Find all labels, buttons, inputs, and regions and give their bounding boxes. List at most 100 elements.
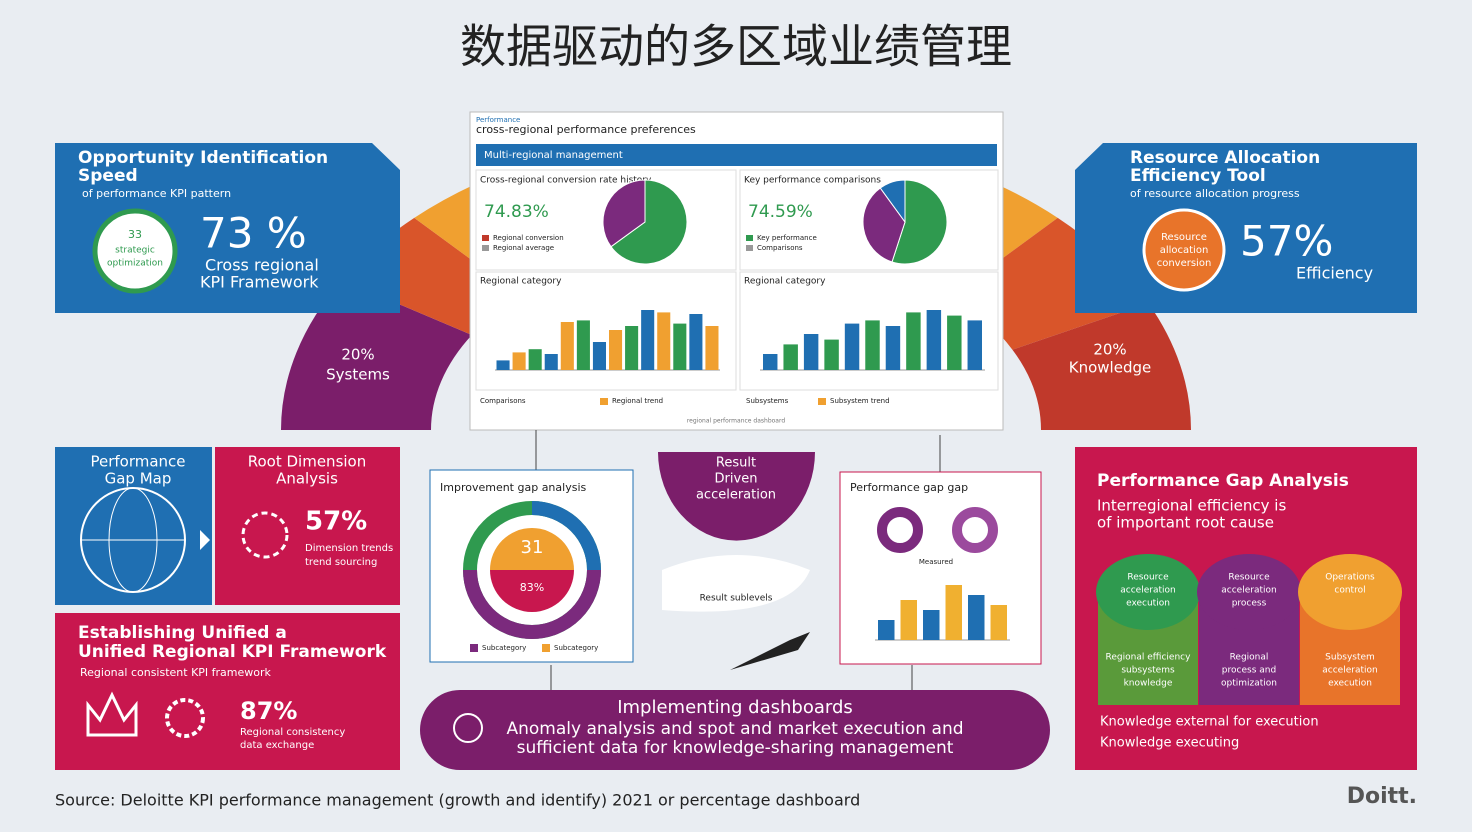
panel-title: Regional category — [744, 277, 826, 287]
circle-text: acceleration — [1221, 586, 1276, 596]
bar — [885, 326, 901, 370]
card-title: Opportunity Identification — [78, 148, 328, 168]
card-title: Establishing Unified a — [78, 623, 287, 643]
circle-text: execution — [1126, 599, 1170, 609]
card-subtitle: of resource allocation progress — [1130, 187, 1300, 200]
result-badge — [658, 452, 815, 541]
bar — [824, 339, 839, 370]
badge-text: acceleration — [696, 488, 776, 503]
card-text: trend sourcing — [305, 557, 377, 568]
bullet: Knowledge executing — [1100, 736, 1239, 751]
legend-text: Regional average — [493, 244, 554, 252]
legend-swatch — [818, 398, 826, 405]
banner-text: Anomaly analysis and spot and market exe… — [506, 719, 963, 739]
caption: Result sublevels — [700, 594, 773, 604]
bar — [900, 600, 917, 640]
card-title: Improvement gap analysis — [440, 481, 587, 494]
caption: KPI Framework — [200, 273, 319, 292]
circle — [92, 208, 178, 294]
bar — [609, 330, 623, 370]
panel-footer: Comparisons — [480, 397, 526, 405]
circle-text: strategic — [115, 246, 155, 256]
bar — [689, 314, 703, 370]
kpi-value: 87% — [240, 697, 297, 725]
bar — [544, 354, 558, 370]
donut-ring — [463, 569, 601, 639]
donut-ring — [531, 501, 601, 571]
column-text: optimization — [1221, 679, 1277, 689]
card-title: Performance — [90, 453, 185, 471]
arrow — [730, 632, 810, 670]
bar — [968, 595, 985, 640]
badge-text: Result — [716, 456, 756, 471]
bar — [496, 360, 510, 370]
bar — [512, 352, 526, 370]
card-title: Efficiency Tool — [1130, 166, 1266, 186]
bar — [844, 323, 860, 370]
gap-analysis-grid: Resource Regional efficiency acceleration s… — [1096, 554, 1402, 705]
dashboard-bar-text: Multi-regional management — [484, 150, 623, 161]
kpi-value: 57% — [1240, 217, 1333, 266]
panel-footer: Regional trend — [612, 397, 663, 405]
circle-text: optimization — [107, 259, 163, 269]
bar — [865, 320, 880, 370]
icon — [86, 691, 138, 737]
circle-text: Resource — [1161, 232, 1207, 243]
unified-card — [55, 613, 400, 770]
panel-footer: Subsystem trend — [830, 397, 890, 405]
icon — [165, 698, 205, 738]
donut-inner — [490, 570, 574, 612]
dashboard-footnote: regional performance dashboard — [687, 418, 785, 425]
legend-text: Comparisons — [757, 244, 803, 252]
donut — [952, 507, 998, 553]
panel — [475, 169, 737, 271]
dashboard-header: cross-regional performance preferences — [476, 123, 696, 136]
legend-swatch — [482, 245, 489, 251]
bar — [528, 349, 542, 370]
banner-title: Implementing dashboards — [617, 697, 853, 718]
circle-text: process — [1232, 599, 1267, 609]
circle — [1298, 554, 1402, 630]
bar — [763, 354, 778, 370]
circle-text: Resource — [1228, 573, 1270, 583]
bullet: Knowledge external for execution — [1100, 715, 1319, 730]
column-text: knowledge — [1124, 679, 1173, 689]
result-panel — [662, 555, 810, 612]
dashboard-bar — [476, 144, 997, 166]
panel — [475, 271, 737, 391]
page-title: 数据驱动的多区域业绩管理 — [460, 20, 1012, 74]
legend-swatch — [600, 398, 608, 405]
legend-swatch — [542, 644, 550, 652]
panel-title: Key performance comparisons — [744, 176, 881, 186]
column-text: Regional efficiency — [1106, 653, 1192, 663]
panel-title: Cross-regional conversion rate history — [480, 176, 652, 186]
donut-inner — [490, 528, 574, 570]
legend-swatch — [746, 245, 753, 251]
implementing-banner — [420, 690, 1050, 770]
panel-footer: Subsystems — [746, 397, 789, 405]
caption: Measured — [919, 558, 953, 566]
column-text: Subsystem — [1325, 653, 1375, 663]
bar — [926, 310, 942, 370]
kpi-value: 73 % — [200, 209, 307, 258]
circle — [1096, 554, 1200, 630]
logo: Doitt. — [1347, 784, 1417, 809]
arc-band — [1012, 303, 1191, 430]
root-card — [215, 447, 400, 605]
banner-text: sufficient data for knowledge-sharing ma… — [517, 738, 954, 758]
circle-text: 33 — [128, 228, 142, 241]
legend-text: Regional conversion — [493, 234, 564, 242]
bar — [657, 312, 671, 370]
bar — [803, 334, 819, 370]
badge-text: Driven — [715, 472, 758, 487]
card-text: Dimension trends — [305, 543, 393, 554]
card-subtitle: of performance KPI pattern — [82, 187, 231, 200]
caption: Efficiency — [1296, 264, 1373, 283]
pie-slice — [891, 179, 948, 265]
pie-slice — [879, 179, 906, 224]
card-title: Root Dimension — [248, 453, 366, 471]
perf-gap-card — [839, 471, 1042, 665]
icon — [453, 713, 483, 743]
panel-value: 74.83% — [484, 202, 549, 222]
